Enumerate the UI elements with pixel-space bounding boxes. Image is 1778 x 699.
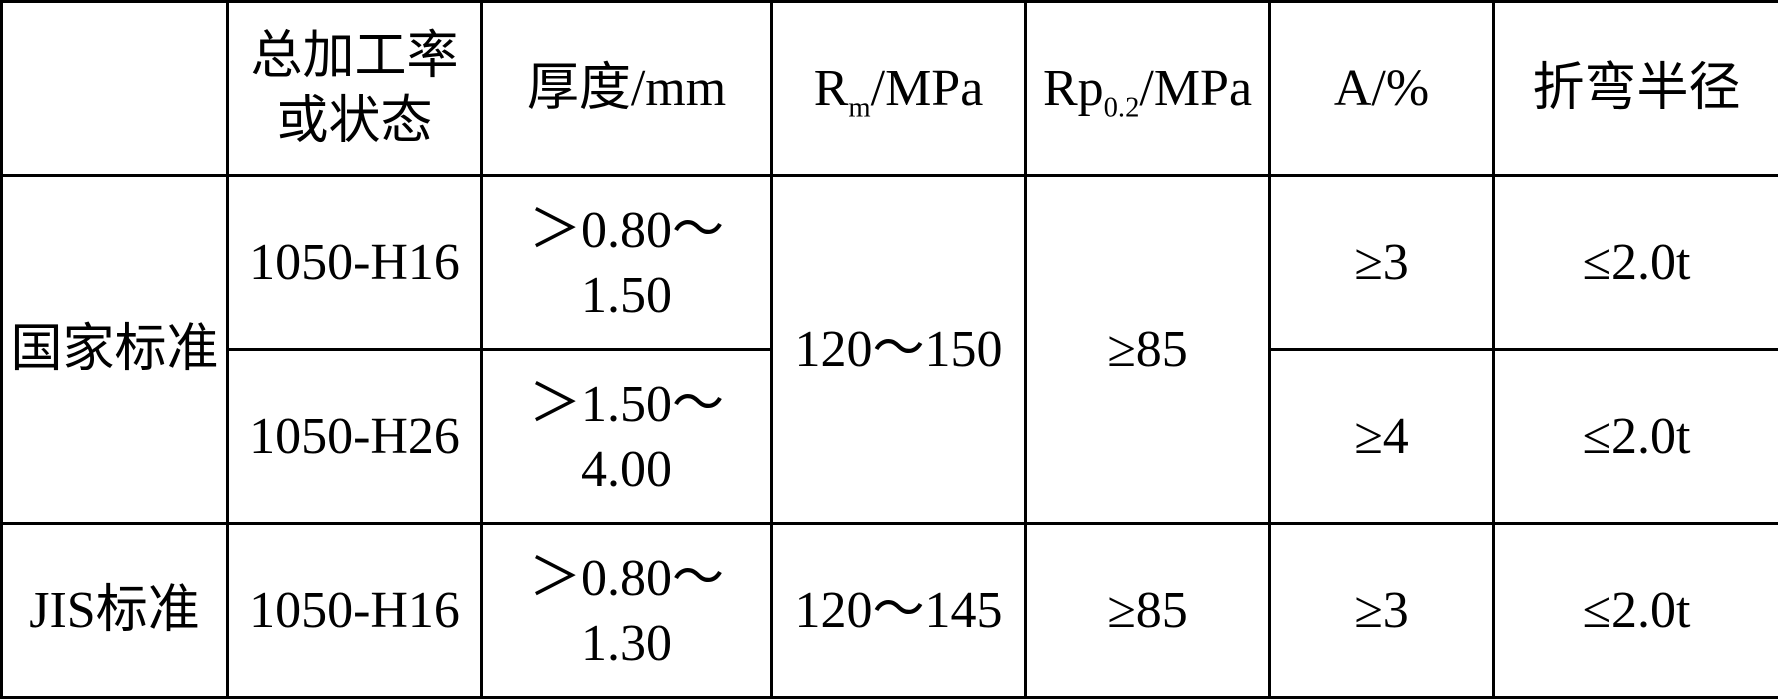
cell-a: ≥3 <box>1270 524 1494 698</box>
cell-label-national: 国家标准 <box>2 176 228 524</box>
cell-thickness: ＞0.80～1.50 <box>482 176 772 350</box>
cell-thickness: ＞1.50～4.00 <box>482 350 772 524</box>
cell-state: 1050-H16 <box>228 524 482 698</box>
header-rp-sub: 0.2 <box>1104 92 1140 123</box>
header-rm-pre: R <box>814 60 849 117</box>
cell-state: 1050-H16 <box>228 176 482 350</box>
cell-bend: ≤2.0t <box>1494 176 1778 350</box>
header-state: 总加工率或状态 <box>228 2 482 176</box>
header-rp-post: /MPa <box>1139 60 1252 117</box>
header-rp: Rp0.2/MPa <box>1026 2 1270 176</box>
standards-table: 总加工率或状态 厚度/mm Rm/MPa Rp0.2/MPa A/% 折弯半径 … <box>0 0 1778 699</box>
header-a: A/% <box>1270 2 1494 176</box>
cell-rm: 120～145 <box>772 524 1026 698</box>
header-thickness: 厚度/mm <box>482 2 772 176</box>
table-header-row: 总加工率或状态 厚度/mm Rm/MPa Rp0.2/MPa A/% 折弯半径 <box>2 2 1778 176</box>
cell-thickness: ＞0.80～1.30 <box>482 524 772 698</box>
cell-rp: ≥85 <box>1026 524 1270 698</box>
cell-bend: ≤2.0t <box>1494 350 1778 524</box>
cell-state: 1050-H26 <box>228 350 482 524</box>
cell-bend: ≤2.0t <box>1494 524 1778 698</box>
cell-a: ≥3 <box>1270 176 1494 350</box>
cell-rp: ≥85 <box>1026 176 1270 524</box>
header-blank <box>2 2 228 176</box>
cell-a: ≥4 <box>1270 350 1494 524</box>
header-rm-post: /MPa <box>871 60 984 117</box>
table-row: JIS标准 1050-H16 ＞0.80～1.30 120～145 ≥85 ≥3… <box>2 524 1778 698</box>
cell-rm: 120～150 <box>772 176 1026 524</box>
header-rm: Rm/MPa <box>772 2 1026 176</box>
header-rp-pre: Rp <box>1043 60 1104 117</box>
table-row: 国家标准 1050-H16 ＞0.80～1.50 120～150 ≥85 ≥3 … <box>2 176 1778 350</box>
header-bend: 折弯半径 <box>1494 2 1778 176</box>
header-rm-sub: m <box>848 92 870 123</box>
cell-label-jis: JIS标准 <box>2 524 228 698</box>
